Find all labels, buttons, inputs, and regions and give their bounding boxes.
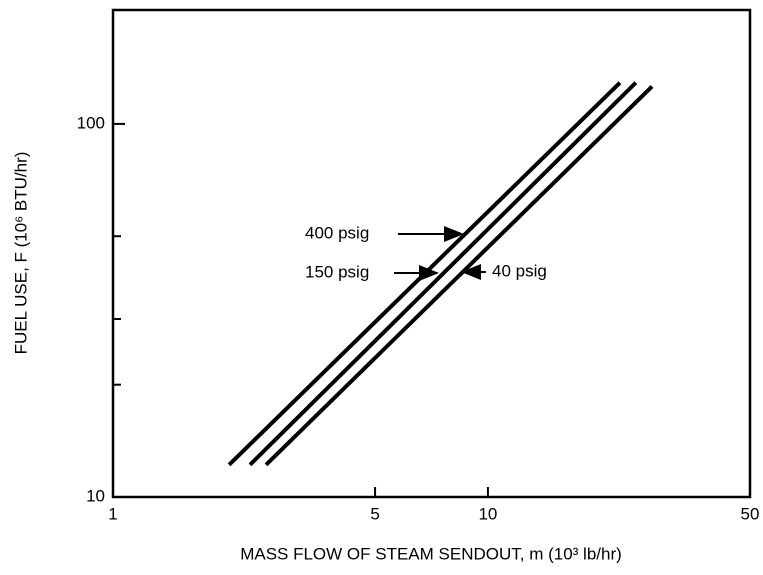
series-label: 400 psig <box>305 223 369 242</box>
series-label: 40 psig <box>492 261 547 280</box>
x-tick-label: 5 <box>370 504 379 523</box>
y-tick-label: 10 <box>86 486 105 505</box>
series-line <box>264 85 654 467</box>
series-line <box>248 81 638 467</box>
plot-frame <box>111 8 752 499</box>
x-tick-label: 1 <box>108 504 117 523</box>
y-tick-label: 100 <box>77 113 105 132</box>
series-label: 150 psig <box>305 262 369 281</box>
x-axis-label: MASS FLOW OF STEAM SENDOUT, m (10³ lb/hr… <box>240 544 622 563</box>
x-tick-label: 50 <box>741 504 760 523</box>
x-tick-label: 10 <box>478 504 497 523</box>
y-axis-label: FUEL USE, F (10⁶ BTU/hr) <box>11 152 30 355</box>
